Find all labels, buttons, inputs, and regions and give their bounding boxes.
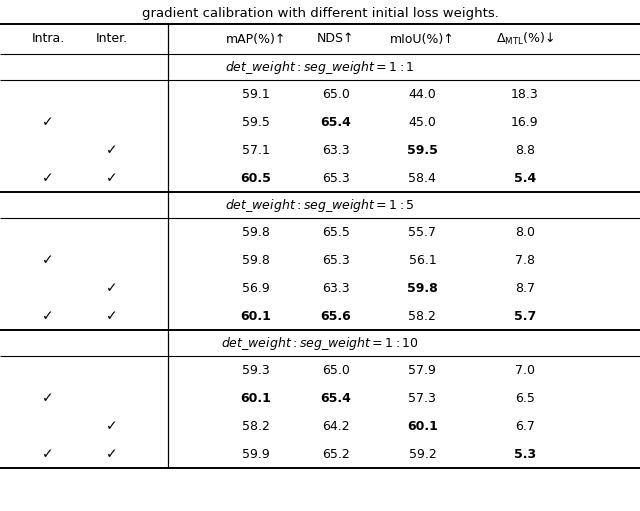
Text: 59.9: 59.9 <box>242 448 270 460</box>
Text: 65.3: 65.3 <box>322 172 350 184</box>
Text: ✓: ✓ <box>106 309 118 323</box>
Text: 60.5: 60.5 <box>241 172 271 184</box>
Text: 18.3: 18.3 <box>511 87 539 101</box>
Text: 56.1: 56.1 <box>408 253 436 267</box>
Text: ✓: ✓ <box>42 115 54 129</box>
Text: 7.0: 7.0 <box>515 363 535 377</box>
Text: 58.4: 58.4 <box>408 172 436 184</box>
Text: NDS↑: NDS↑ <box>317 33 355 45</box>
Text: 16.9: 16.9 <box>511 115 539 128</box>
Text: ✓: ✓ <box>42 171 54 185</box>
Text: 65.0: 65.0 <box>322 87 350 101</box>
Text: 65.2: 65.2 <box>322 448 350 460</box>
Text: 59.5: 59.5 <box>407 144 438 156</box>
Text: ✓: ✓ <box>42 309 54 323</box>
Text: 65.3: 65.3 <box>322 253 350 267</box>
Text: 8.8: 8.8 <box>515 144 535 156</box>
Text: 59.8: 59.8 <box>242 225 270 239</box>
Text: 57.9: 57.9 <box>408 363 436 377</box>
Text: 45.0: 45.0 <box>408 115 436 128</box>
Text: $\Delta_{\mathrm{MTL}}$(%)↓: $\Delta_{\mathrm{MTL}}$(%)↓ <box>495 31 554 47</box>
Text: 65.0: 65.0 <box>322 363 350 377</box>
Text: Intra.: Intra. <box>31 33 65 45</box>
Text: 55.7: 55.7 <box>408 225 436 239</box>
Text: 64.2: 64.2 <box>322 420 350 432</box>
Text: 63.3: 63.3 <box>322 282 350 294</box>
Text: 59.3: 59.3 <box>242 363 270 377</box>
Text: ✓: ✓ <box>42 391 54 405</box>
Text: 7.8: 7.8 <box>515 253 535 267</box>
Text: ✓: ✓ <box>42 447 54 461</box>
Text: 59.1: 59.1 <box>242 87 270 101</box>
Text: 60.1: 60.1 <box>241 391 271 405</box>
Text: 65.5: 65.5 <box>322 225 350 239</box>
Text: ✓: ✓ <box>106 281 118 295</box>
Text: 6.5: 6.5 <box>515 391 535 405</box>
Text: 59.2: 59.2 <box>408 448 436 460</box>
Text: $\mathit{det\_weight{:}seg\_weight{=}1:10}$: $\mathit{det\_weight{:}seg\_weight{=}1:1… <box>221 335 419 352</box>
Text: 65.4: 65.4 <box>321 391 351 405</box>
Text: 60.1: 60.1 <box>241 310 271 322</box>
Text: 59.8: 59.8 <box>242 253 270 267</box>
Text: 59.8: 59.8 <box>407 282 438 294</box>
Text: 57.3: 57.3 <box>408 391 436 405</box>
Text: ✓: ✓ <box>106 171 118 185</box>
Text: 5.3: 5.3 <box>514 448 536 460</box>
Text: 8.7: 8.7 <box>515 282 535 294</box>
Text: 65.4: 65.4 <box>321 115 351 128</box>
Text: ✓: ✓ <box>106 143 118 157</box>
Text: 57.1: 57.1 <box>242 144 270 156</box>
Text: $\mathit{det\_weight{:}seg\_weight{=}1:1}$: $\mathit{det\_weight{:}seg\_weight{=}1:1… <box>225 58 415 76</box>
Text: 65.6: 65.6 <box>321 310 351 322</box>
Text: 63.3: 63.3 <box>322 144 350 156</box>
Text: 58.2: 58.2 <box>408 310 436 322</box>
Text: mIoU(%)↑: mIoU(%)↑ <box>390 33 455 45</box>
Text: 58.2: 58.2 <box>242 420 270 432</box>
Text: $\mathit{det\_weight{:}seg\_weight{=}1:5}$: $\mathit{det\_weight{:}seg\_weight{=}1:5… <box>225 197 415 214</box>
Text: 8.0: 8.0 <box>515 225 535 239</box>
Text: Inter.: Inter. <box>96 33 128 45</box>
Text: 44.0: 44.0 <box>408 87 436 101</box>
Text: 59.5: 59.5 <box>242 115 270 128</box>
Text: ✓: ✓ <box>42 253 54 267</box>
Text: mAP(%)↑: mAP(%)↑ <box>226 33 286 45</box>
Text: 6.7: 6.7 <box>515 420 535 432</box>
Text: ✓: ✓ <box>106 447 118 461</box>
Text: 5.4: 5.4 <box>514 172 536 184</box>
Text: 56.9: 56.9 <box>242 282 270 294</box>
Text: 5.7: 5.7 <box>514 310 536 322</box>
Text: ✓: ✓ <box>106 419 118 433</box>
Text: gradient calibration with different initial loss weights.: gradient calibration with different init… <box>141 7 499 19</box>
Text: 60.1: 60.1 <box>407 420 438 432</box>
